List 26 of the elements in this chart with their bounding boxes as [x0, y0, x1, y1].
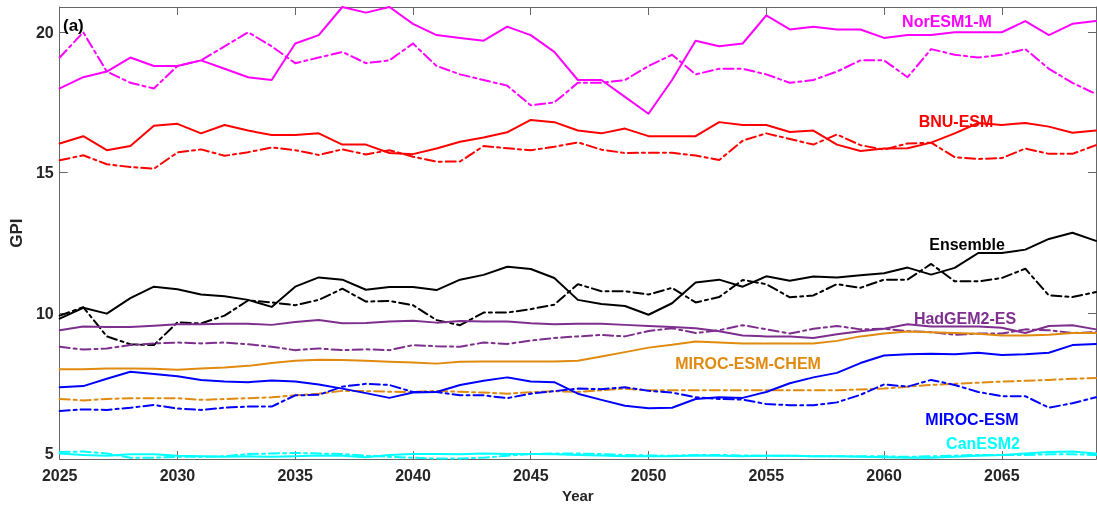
- y-tick-label: 10: [35, 304, 54, 322]
- x-axis-title: Year: [562, 487, 594, 504]
- x-tick-label: 2045: [512, 466, 549, 484]
- series-label: BNU-ESM: [918, 112, 994, 130]
- line-series: [58, 342, 1097, 410]
- line-series: [58, 330, 1097, 371]
- y-tick-label: 5: [44, 444, 54, 462]
- x-tick-label: 2055: [748, 466, 785, 484]
- series-label: MIROC-ESM-CHEM: [675, 354, 821, 372]
- x-tick-label: 2035: [277, 466, 314, 484]
- series-label: NorESM1-M: [902, 12, 992, 30]
- y-tick-label: 20: [35, 23, 54, 41]
- y-tick-label: 15: [35, 164, 54, 182]
- series-label: CanESM2: [946, 434, 1020, 452]
- x-tick-label: 2025: [41, 466, 78, 484]
- series-label: HadGEM2-ES: [913, 309, 1017, 327]
- y-axis-title: GPI: [7, 218, 26, 248]
- x-tick-label: 2065: [983, 466, 1020, 484]
- x-tick-label: 2060: [866, 466, 902, 484]
- series-label: Ensemble: [929, 235, 1005, 253]
- x-tick-label: 2030: [159, 466, 196, 484]
- text: (a): [63, 16, 84, 35]
- text: MIROC-ESM: [925, 410, 1019, 428]
- x-tick-label: 2040: [395, 466, 431, 484]
- x-tick-label: 2050: [630, 466, 667, 484]
- line-series: [58, 376, 1097, 402]
